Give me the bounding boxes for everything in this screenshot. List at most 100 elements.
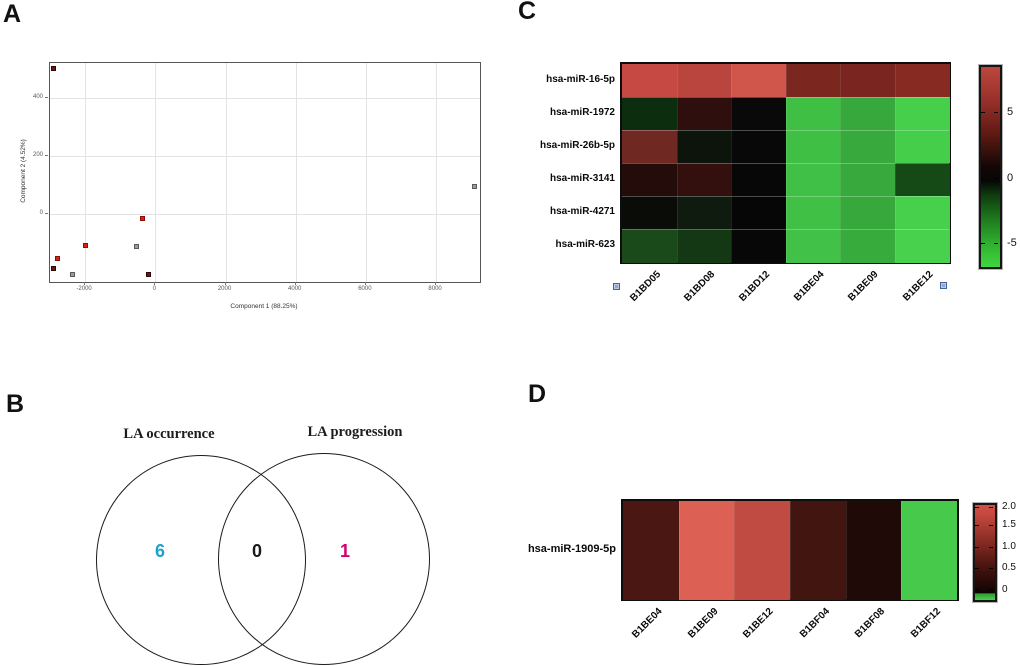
heatmap-col-label: B1BD05	[628, 269, 664, 304]
heatmap-row-label: hsa-miR-1909-5p	[527, 543, 616, 556]
heatmap-col-label: B1BF04	[797, 606, 832, 641]
heatmap-cell	[734, 501, 791, 600]
col-separator	[676, 64, 678, 262]
colorbar-tick-mark	[989, 524, 993, 526]
colorbar-tick-mark	[981, 178, 985, 180]
heatmap-col-label: B1BE12	[741, 606, 776, 641]
panel-c-letter: C	[518, 0, 537, 25]
heatmap-c-colorbar	[978, 64, 1003, 270]
colorbar-tick-label: 0.5	[1002, 562, 1016, 573]
x-tick-mark	[364, 282, 366, 285]
colorbar-tick-label: 1.0	[1002, 541, 1016, 553]
scatter-point	[69, 271, 75, 277]
heatmap-cell	[840, 229, 895, 263]
col-separator	[845, 501, 847, 599]
heatmap-cell	[790, 501, 847, 600]
heatmap-cell	[894, 64, 950, 98]
scatter-point	[82, 242, 88, 248]
heatmap-cell	[894, 163, 950, 197]
col-separator	[894, 64, 896, 262]
row-separator	[622, 130, 949, 131]
heatmap-cell	[731, 163, 786, 197]
panel-d-letter: D	[528, 380, 547, 408]
x-gridline	[225, 63, 227, 282]
col-separator	[840, 64, 841, 262]
heatmap-col-label: B1BE04	[630, 606, 665, 641]
heatmap-cell	[731, 196, 786, 230]
heatmap-cell	[894, 229, 950, 263]
scatter-point	[51, 65, 56, 71]
x-gridline	[436, 63, 438, 282]
heatmap-cell	[785, 163, 841, 197]
heatmap-cell	[785, 229, 841, 263]
heatmap-cell	[840, 163, 895, 197]
heatmap-cell	[894, 196, 950, 230]
heatmap-cell	[901, 501, 958, 600]
scatter-point	[133, 244, 139, 250]
heatmap-cell	[731, 64, 786, 98]
heatmap-cell	[785, 64, 841, 98]
colorbar-tick-mark	[989, 589, 993, 591]
heatmap-cell	[731, 229, 786, 263]
x-gridline	[365, 63, 367, 282]
x-tick-mark	[84, 282, 86, 285]
heatmap-d-colorbar	[972, 502, 998, 603]
heatmap-row-label: hsa-miR-26b-5p	[539, 140, 615, 152]
heatmap-cell	[731, 130, 786, 164]
colorbar-tick-mark	[994, 242, 998, 244]
row-separator	[622, 196, 949, 197]
y-gridline	[50, 97, 480, 99]
heatmap-cell	[676, 229, 732, 263]
venn-left-set-title: LA occurrence	[123, 426, 215, 442]
heatmap-cell	[676, 163, 732, 197]
heatmap-cell	[676, 97, 732, 131]
heatmap-cell	[785, 97, 841, 131]
heatmap-cell	[785, 196, 841, 230]
heatmap-cell	[622, 229, 677, 263]
colorbar-tick-mark	[981, 112, 985, 114]
y-tick-label: 200	[32, 152, 43, 159]
colorbar-tick-label: 2.0	[1002, 501, 1016, 513]
heatmap-d-frame	[621, 499, 959, 601]
colorbar-tick-mark	[981, 242, 985, 244]
x-gridline	[155, 63, 157, 282]
colorbar-tick-mark	[975, 524, 979, 526]
heatmap-col-label: B1BD12	[737, 269, 773, 304]
row-separator	[622, 229, 949, 230]
heatmap-row-label: hsa-miR-4271	[549, 206, 615, 218]
heatmap-col-label: B1BD08	[682, 269, 718, 304]
row-separator	[622, 97, 949, 98]
colorbar-tick-label: 0	[1002, 583, 1008, 595]
selection-handle-icon[interactable]	[940, 282, 947, 289]
heatmap-cell	[840, 196, 895, 230]
heatmap-cell	[622, 130, 677, 164]
panel-b-letter: B	[6, 390, 25, 418]
x-tick-label: 6000	[358, 286, 372, 292]
venn-right-count: 1	[339, 541, 350, 561]
heatmap-cell	[678, 501, 735, 600]
scatter-point	[54, 255, 60, 261]
colorbar-tick-mark	[989, 567, 993, 569]
heatmap-col-label: B1BE09	[685, 606, 721, 641]
x-tick-mark	[224, 282, 226, 285]
x-tick-label: 8000	[428, 286, 442, 292]
x-gridline	[295, 63, 297, 282]
col-separator	[785, 64, 787, 262]
colorbar-tick-mark	[994, 178, 998, 180]
pca-x-axis-label: Component 1 (88.25%)	[230, 303, 298, 310]
col-separator	[901, 501, 903, 599]
colorbar-tick-label: 1.5	[1002, 519, 1016, 531]
y-tick-mark	[45, 213, 48, 215]
heatmap-cell	[676, 64, 732, 98]
heatmap-cell	[785, 130, 841, 164]
colorbar-tick-mark	[975, 546, 979, 548]
heatmap-col-label: B1BE12	[901, 269, 936, 304]
heatmap-col-label: B1BF08	[853, 606, 888, 641]
selection-handle-icon[interactable]	[613, 283, 620, 290]
x-tick-mark	[435, 282, 437, 285]
colorbar-tick-mark	[975, 589, 979, 591]
colorbar-tick-label: -5	[1007, 236, 1017, 249]
heatmap-row-label: hsa-miR-16-5p	[546, 74, 615, 86]
x-tick-mark	[154, 282, 156, 285]
